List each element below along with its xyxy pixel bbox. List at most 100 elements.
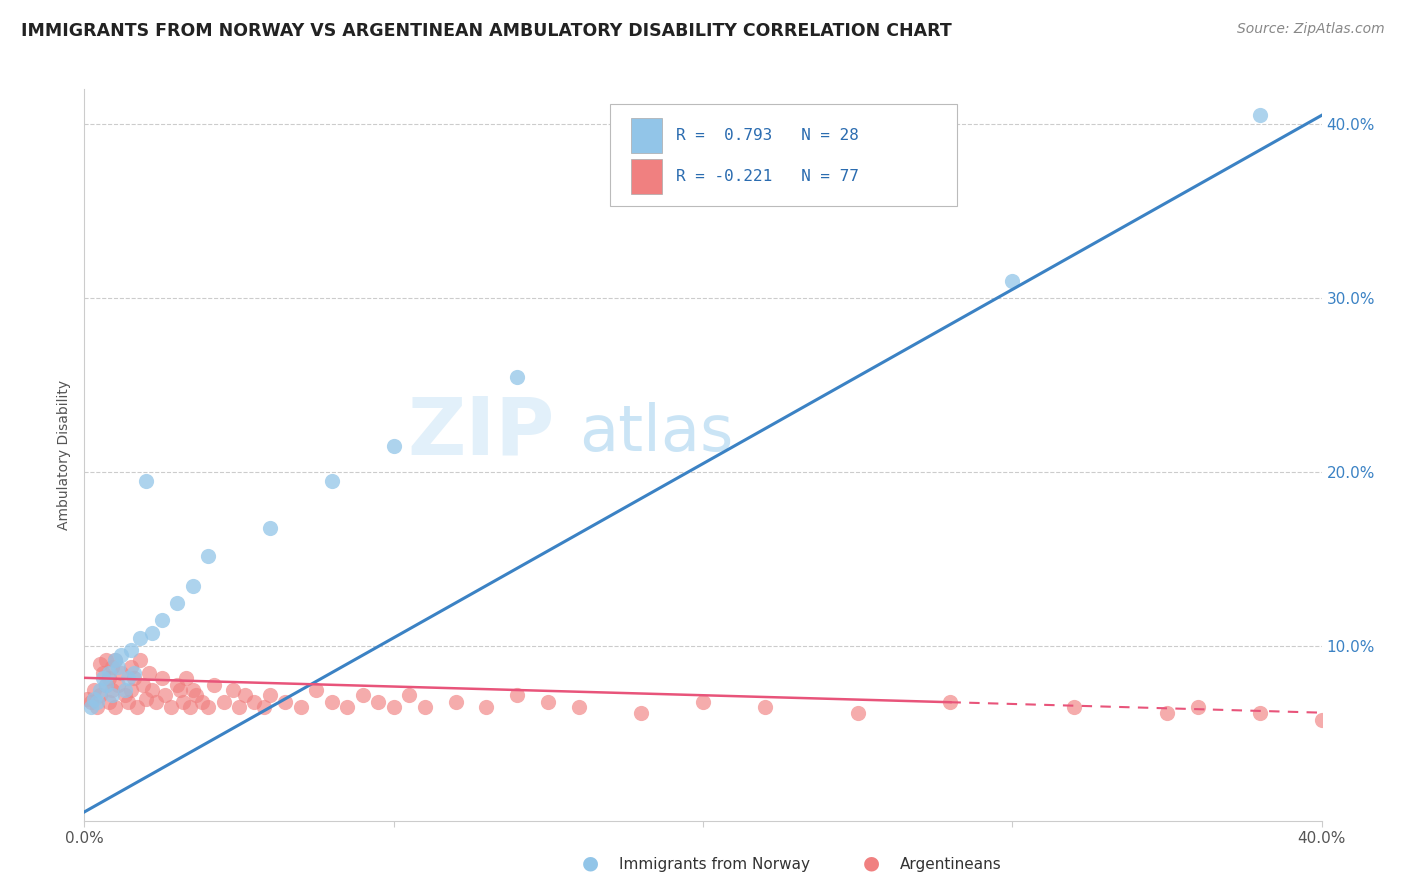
Point (101, 660, 124, 674)
Text: R =  0.793   N = 28: R = 0.793 N = 28 (676, 128, 859, 143)
Point (91, 665, 114, 680)
Point (222, 683, 245, 698)
Point (122, 665, 145, 680)
Point (107, 678, 129, 692)
Point (1403, 730, 1406, 744)
Text: ●: ● (863, 854, 880, 872)
Point (1187, 700, 1209, 714)
Point (191, 695, 214, 709)
Point (1372, 723, 1395, 737)
Point (104, 653, 127, 667)
Point (537, 695, 560, 709)
Point (141, 683, 163, 698)
Point (506, 688, 529, 702)
Point (94, 678, 117, 692)
Point (132, 678, 155, 692)
Point (475, 700, 498, 714)
Y-axis label: Ambulatory Disability: Ambulatory Disability (58, 380, 72, 530)
Point (506, 369, 529, 384)
Point (120, 660, 142, 674)
Point (94, 653, 117, 667)
Point (382, 439, 405, 453)
Point (181, 578, 204, 592)
Point (367, 695, 389, 709)
Point (692, 695, 714, 709)
FancyBboxPatch shape (631, 159, 662, 194)
Point (89, 688, 111, 702)
FancyBboxPatch shape (610, 103, 956, 206)
Point (86, 700, 108, 714)
Point (83, 683, 105, 698)
Point (114, 688, 136, 702)
Text: Immigrants from Norway: Immigrants from Norway (619, 857, 810, 872)
Point (382, 700, 405, 714)
Point (846, 706, 869, 720)
Point (1249, 706, 1271, 720)
Point (107, 660, 129, 674)
Point (91, 671, 114, 685)
Text: atlas: atlas (579, 402, 734, 464)
Point (125, 700, 148, 714)
Point (352, 688, 374, 702)
Point (153, 688, 176, 702)
Point (135, 691, 157, 706)
Point (1156, 706, 1178, 720)
Point (104, 653, 127, 667)
Point (150, 613, 173, 627)
Point (253, 700, 276, 714)
Point (259, 688, 281, 702)
Point (1063, 700, 1085, 714)
Point (233, 688, 256, 702)
Point (336, 700, 359, 714)
Point (1249, 108, 1271, 122)
FancyBboxPatch shape (631, 118, 662, 153)
Point (135, 474, 157, 488)
Point (202, 678, 225, 692)
Point (104, 700, 127, 714)
Point (243, 695, 266, 709)
Text: R = -0.221   N = 77: R = -0.221 N = 77 (676, 169, 859, 184)
Point (117, 695, 139, 709)
Point (176, 671, 198, 685)
Point (98, 695, 121, 709)
Point (110, 648, 132, 663)
Point (101, 683, 124, 698)
Point (94, 678, 117, 692)
Point (754, 700, 776, 714)
Point (259, 521, 281, 535)
Point (120, 643, 142, 657)
Point (939, 695, 962, 709)
Point (79, 695, 101, 709)
Point (398, 688, 420, 702)
Point (305, 683, 328, 698)
Point (166, 596, 188, 610)
Point (117, 671, 139, 685)
Point (98, 665, 121, 680)
Point (120, 683, 142, 698)
Point (122, 671, 145, 685)
Text: IMMIGRANTS FROM NORWAY VS ARGENTINEAN AMBULATORY DISABILITY CORRELATION CHART: IMMIGRANTS FROM NORWAY VS ARGENTINEAN AM… (21, 22, 952, 40)
Point (98, 671, 121, 685)
Point (274, 695, 297, 709)
Point (181, 683, 204, 698)
Point (110, 665, 132, 680)
Point (184, 688, 207, 702)
Point (169, 683, 191, 698)
Point (160, 700, 183, 714)
Point (197, 549, 219, 563)
Point (321, 474, 343, 488)
Point (290, 700, 312, 714)
Point (141, 625, 163, 640)
Point (89, 683, 111, 698)
Point (1341, 718, 1364, 732)
Point (76, 691, 98, 706)
Point (150, 671, 173, 685)
Point (228, 700, 250, 714)
Point (101, 688, 124, 702)
Point (166, 678, 188, 692)
Text: Argentineans: Argentineans (900, 857, 1001, 872)
Text: ●: ● (582, 854, 599, 872)
Point (79, 700, 101, 714)
Point (179, 700, 201, 714)
Point (1310, 713, 1333, 727)
